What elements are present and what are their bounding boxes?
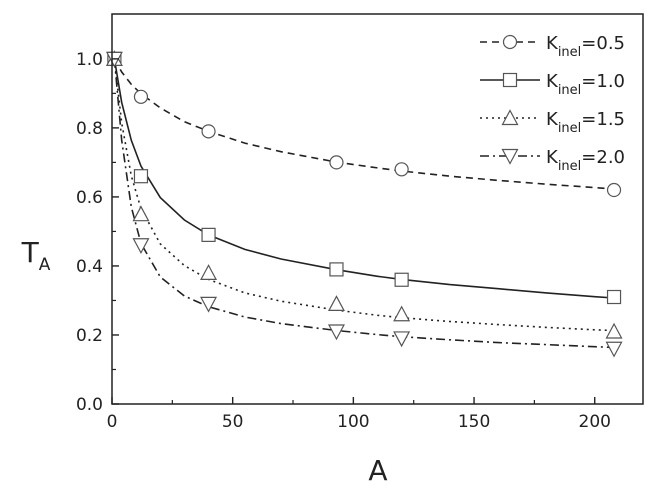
series-4-point [605,341,623,358]
series-1-point [394,162,409,177]
series-4-point [200,296,218,313]
x-axis-label: A [368,454,387,487]
legend-label-2: Kinel=1.0 [546,71,625,98]
legend-marker-2 [502,72,518,88]
y-tick-label: 0.8 [76,119,103,139]
series-4-point [327,324,345,341]
series-1-point [201,124,216,139]
y-tick-label: 0.0 [76,395,103,415]
y-tick-label: 0.2 [76,326,103,346]
legend-label-4: Kinel=2.0 [546,147,625,174]
series-3-point [132,205,150,222]
x-tick-label: 150 [458,412,490,432]
series-markers [105,50,623,358]
legend-label-3: Kinel=1.5 [546,109,625,136]
x-tick-label: 100 [337,412,369,432]
series-2-curve [113,58,615,299]
series-2-point [394,272,409,287]
x-tick-label: 0 [107,412,118,432]
series-3-point [327,295,345,312]
legend-label-value: =2.0 [581,147,625,168]
legend-label-main: K [546,147,559,168]
legend-label-main: K [546,71,559,92]
series-1-curve [113,58,615,190]
y-tick-label: 1.0 [76,50,103,70]
series-1-point [329,155,344,170]
legend-label-sub: inel [558,159,581,174]
legend-label-sub: inel [558,121,581,136]
legend-label-main: K [546,33,559,54]
series-1-point [606,182,622,198]
legend-label-value: =0.5 [581,33,625,54]
y-tick-label: 0.4 [76,257,103,277]
series-curves [113,58,615,349]
series-4-point [132,238,150,255]
series-3-point [200,264,218,280]
series-2-point [329,262,344,277]
series-4-curve [113,58,615,349]
series-1-point [133,89,149,104]
legend-marker-1 [502,34,518,50]
series-3-curve [113,58,615,332]
series-2-point [201,227,216,242]
legend-label-1: Kinel=0.5 [546,33,625,60]
legend-label-sub: inel [558,45,581,60]
series-2-point [133,169,149,184]
series-3-point [393,305,411,322]
legend-label-value: =1.0 [581,71,625,92]
series-3-point [605,322,623,339]
legend-marker-4 [501,148,519,165]
plot-frame [111,13,644,405]
series-2-point [606,289,622,305]
legend-label-sub: inel [558,83,581,98]
series-4-point [393,331,411,348]
legend-label-main: K [546,109,559,130]
y-axis-label-main: T [21,236,40,269]
x-tick-label: 200 [579,412,611,432]
x-tick-label: 50 [222,412,244,432]
legend-marker-3 [501,109,519,126]
legend-label-value: =1.5 [581,109,625,130]
y-axis-label: TA [21,236,51,275]
y-tick-label: 0.6 [76,188,103,208]
axis-ticks: 0 50 100 150 200 0.0 0.2 0.4 0.6 0.8 1.0 [76,50,611,432]
y-axis-label-sub: A [39,255,51,275]
